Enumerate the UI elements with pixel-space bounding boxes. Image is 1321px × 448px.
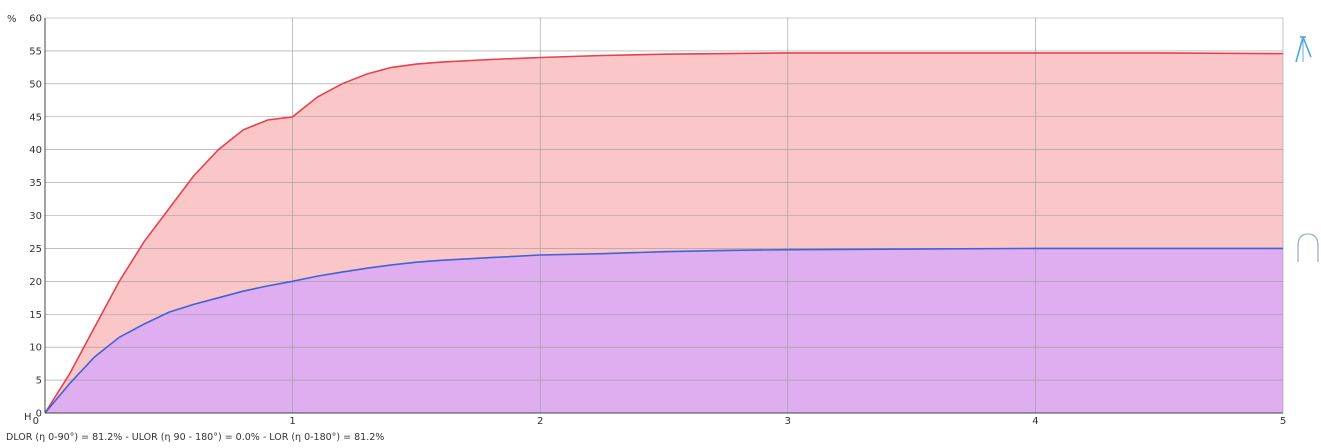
x-tick-label: 5 — [1280, 416, 1286, 427]
y-tick-label: 25 — [29, 244, 42, 255]
lor-summary: DLOR (η 0-90°) = 81.2% - ULOR (η 90 - 18… — [6, 432, 385, 443]
x-tick-label: 2 — [537, 416, 543, 427]
x-tick-label: 0 — [33, 416, 39, 427]
downlight-icon — [1295, 36, 1312, 63]
y-tick-label: 45 — [29, 112, 42, 123]
y-unit-label: % — [7, 14, 17, 25]
ceiling-dome-icon — [1297, 233, 1319, 262]
x-tick-label: 4 — [1032, 416, 1038, 427]
y-tick-label: 20 — [29, 277, 42, 288]
series-line-1 — [44, 52, 1284, 414]
x-tick-label: 3 — [785, 416, 791, 427]
y-tick-label: 30 — [29, 211, 42, 222]
series-area-2 — [45, 248, 1283, 413]
y-tick-label: 60 — [29, 14, 42, 25]
x-tick-label: 1 — [289, 416, 295, 427]
y-tick-label: 40 — [29, 145, 42, 156]
y-tick-label: 0 — [36, 409, 42, 420]
y-tick-label: 15 — [29, 310, 42, 321]
y-tick-label: 50 — [29, 79, 42, 90]
y-tick-label: 35 — [29, 178, 42, 189]
chart-lines — [44, 52, 1284, 414]
y-tick-label: 10 — [29, 343, 42, 354]
y-tick-label: 5 — [36, 376, 42, 387]
chart-grid — [45, 17, 1284, 413]
chart-axes — [44, 18, 1283, 414]
x-origin-label: H — [24, 412, 32, 423]
y-tick-label: 55 — [29, 46, 42, 57]
chart-areas — [45, 52, 1283, 414]
series-line-2 — [44, 247, 1283, 414]
